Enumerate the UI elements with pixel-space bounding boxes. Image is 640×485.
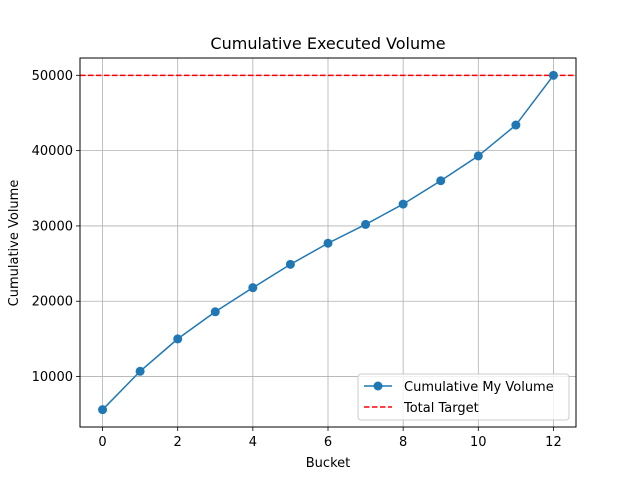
data-point-marker <box>511 120 521 130</box>
legend-marker-sample <box>373 381 383 391</box>
data-point-marker <box>285 259 295 269</box>
y-tick-label: 30000 <box>32 219 73 234</box>
data-point-marker <box>361 219 371 229</box>
grid-lines <box>80 58 576 427</box>
x-axis-title: Bucket <box>306 456 350 471</box>
y-tick-label: 40000 <box>32 144 73 159</box>
data-point-marker <box>135 366 145 376</box>
data-point-marker <box>173 334 183 344</box>
data-point-marker <box>436 176 446 186</box>
axis-ticks: 0 2 4 6 8 10 12 10000 20000 30000 40000 50000 <box>32 69 562 450</box>
x-tick-label: 8 <box>399 435 407 450</box>
data-point-marker <box>210 307 220 317</box>
plot-series <box>80 70 576 415</box>
data-point-marker <box>548 70 558 80</box>
legend: Cumulative My Volume Total Target <box>357 373 570 421</box>
legend-label-my-volume: Cumulative My Volume <box>404 380 554 395</box>
chart-title: Cumulative Executed Volume <box>210 34 445 53</box>
x-tick-label: 6 <box>324 435 332 450</box>
data-point-marker <box>98 405 108 415</box>
legend-label-total-target: Total Target <box>403 401 479 416</box>
data-point-marker <box>473 151 483 161</box>
y-tick-label: 20000 <box>32 295 73 310</box>
y-tick-label: 10000 <box>32 370 73 385</box>
x-tick-label: 12 <box>545 435 562 450</box>
x-tick-label: 4 <box>249 435 257 450</box>
y-axis-title: Cumulative Volume <box>7 180 22 307</box>
x-tick-label: 2 <box>174 435 182 450</box>
y-tick-label: 50000 <box>32 69 73 84</box>
data-point-marker <box>398 199 408 209</box>
data-point-marker <box>323 238 333 248</box>
data-point-marker <box>248 283 258 293</box>
legend-box <box>357 373 570 421</box>
x-tick-label: 0 <box>98 435 106 450</box>
x-tick-label: 10 <box>470 435 487 450</box>
